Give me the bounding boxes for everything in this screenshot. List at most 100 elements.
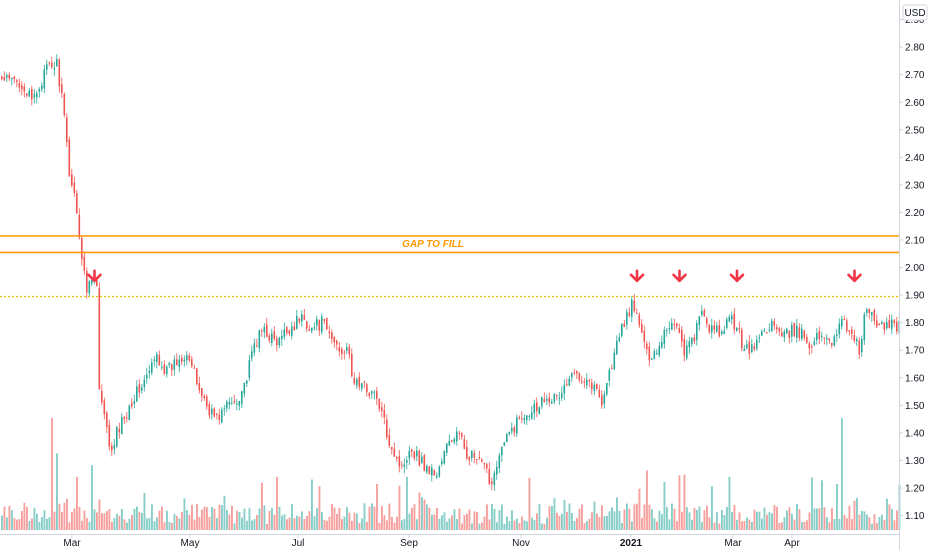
down-arrow-icon — [672, 269, 687, 283]
volume-bar — [31, 518, 33, 530]
volume-bar — [66, 498, 68, 530]
candle-body — [448, 440, 451, 446]
volume-bar — [683, 474, 686, 530]
candle-body — [888, 319, 891, 328]
candle-body — [521, 418, 523, 420]
volume-bar — [103, 513, 106, 530]
candle-body — [141, 387, 143, 391]
candle-body — [726, 319, 728, 329]
volume-bar — [21, 511, 23, 530]
volume-bar — [678, 475, 681, 530]
volume-bar — [63, 502, 66, 530]
y-tick-label: 2.50 — [905, 125, 925, 136]
candle-body — [193, 367, 196, 369]
volume-bar — [136, 506, 138, 530]
volume-bar — [453, 509, 456, 530]
candle-body — [851, 329, 853, 334]
volume-bar — [83, 510, 86, 530]
volume-bar — [516, 518, 518, 530]
candle-body — [6, 75, 8, 78]
candle-body — [48, 62, 51, 64]
candle-body — [708, 324, 711, 333]
price-scale[interactable]: 2.90 2.80 2.70 2.60 2.50 2.40 2.30 2.20 2.10 2.00… — [899, 15, 925, 522]
candle-body — [43, 69, 46, 89]
horizontal-levels[interactable] — [0, 235, 899, 298]
volume-bar — [338, 507, 341, 530]
candle-body — [758, 337, 761, 339]
candle-body — [753, 346, 756, 350]
volume-bar — [623, 509, 626, 530]
volume-bar — [158, 510, 161, 530]
candle-body — [428, 466, 431, 475]
volume-bar — [896, 510, 898, 530]
volume-bar — [531, 517, 533, 530]
volume-bar — [508, 521, 511, 530]
volume-bar — [246, 520, 248, 530]
candle-body — [313, 327, 316, 329]
volume-bar — [461, 523, 463, 530]
candle-body — [751, 344, 753, 352]
candle-body — [436, 475, 438, 478]
candle-body — [393, 448, 396, 457]
candle-body — [823, 337, 826, 339]
candle-body — [866, 309, 868, 313]
candle-body — [151, 362, 153, 373]
volume-bar — [16, 519, 18, 530]
candle-body — [666, 329, 668, 331]
volume-bar — [391, 517, 393, 530]
candle-body — [113, 444, 116, 449]
volume-bar — [101, 513, 103, 530]
volume-bar — [691, 519, 693, 530]
candle-body — [126, 417, 128, 419]
volume-bar — [563, 499, 566, 530]
candle-body — [128, 405, 131, 420]
candle-body — [363, 381, 366, 383]
candle-body — [391, 446, 393, 450]
candle-body — [31, 89, 33, 100]
candle-body — [91, 279, 93, 284]
candle-body — [23, 86, 26, 92]
volume-bar — [503, 523, 506, 530]
candle-body — [413, 451, 416, 459]
volume-bar — [536, 513, 538, 530]
candle-body — [118, 428, 121, 433]
candle-body — [308, 329, 311, 332]
candle-body — [653, 351, 656, 360]
candle-body — [46, 64, 48, 70]
volume-bar — [738, 512, 741, 530]
volume-bar — [621, 523, 623, 530]
candle-body — [691, 337, 693, 345]
candle-body — [253, 343, 256, 353]
candle-body — [621, 323, 623, 337]
candle-body — [466, 446, 468, 459]
candle-body — [411, 449, 413, 452]
volume-bar — [753, 509, 756, 530]
volume-bar — [788, 507, 791, 530]
volume-bar — [751, 521, 753, 530]
volume-bar — [836, 483, 838, 530]
candle-body — [8, 74, 11, 79]
y-tick-label: 2.10 — [905, 236, 925, 247]
volume-bar — [863, 511, 866, 530]
candle-body — [668, 327, 671, 329]
y-tick-label: 2.60 — [905, 98, 925, 109]
volume-bar — [13, 518, 16, 530]
candle-body — [556, 395, 558, 397]
volume-bar — [726, 506, 728, 530]
volume-bar — [248, 508, 251, 530]
volume-bar — [321, 511, 323, 530]
candle-body — [103, 400, 106, 415]
volume-bar — [293, 518, 296, 530]
currency-box[interactable] — [902, 4, 928, 21]
volume-bar — [841, 417, 843, 530]
volume-bar — [776, 506, 778, 530]
volume-bar — [193, 519, 196, 530]
volume-bar — [721, 510, 723, 530]
volume-bar — [386, 520, 388, 530]
volume-bar — [296, 515, 298, 530]
candle-body — [441, 461, 443, 465]
time-scale[interactable]: Mar May Jul Sep Nov 2021 Mar Apr — [63, 534, 800, 549]
volume-bar — [376, 483, 378, 530]
candle-body — [76, 193, 78, 214]
